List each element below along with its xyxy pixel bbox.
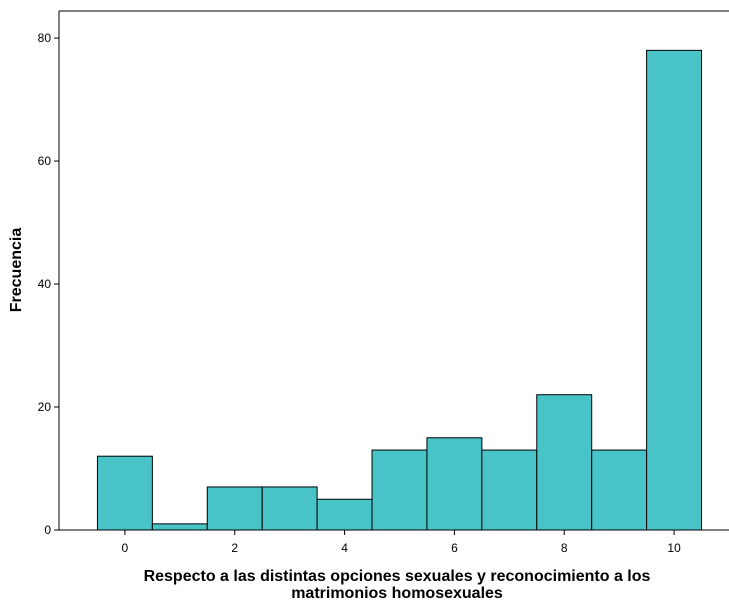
x-ticks-group: 0 2 4 6 8 10 (122, 530, 681, 555)
bar-1 (151, 523, 208, 531)
x-tick-label: 0 (122, 541, 129, 555)
x-tick-label: 6 (451, 541, 458, 555)
y-tick-label: 0 (44, 523, 51, 537)
bar-4 (316, 498, 373, 531)
bar-5 (371, 449, 428, 531)
bar-2 (206, 486, 263, 531)
y-tick-label: 20 (38, 400, 52, 414)
x-tick-label: 8 (561, 541, 568, 555)
bar-10 (646, 49, 703, 531)
bars-group (96, 49, 703, 531)
y-ticks-group: 0 20 40 60 80 (38, 31, 59, 537)
y-tick-label: 80 (38, 31, 52, 45)
bar-3 (261, 486, 318, 531)
y-axis-title: Frecuencia (8, 228, 25, 313)
x-axis-title-line2: matrimonios homosexuales (291, 585, 503, 601)
x-tick-label: 4 (341, 541, 348, 555)
x-axis-title-line1: Respecto a las distintas opciones sexual… (144, 568, 651, 585)
bar-9 (591, 449, 648, 531)
x-tick-label: 10 (667, 541, 681, 555)
bar-6 (426, 437, 483, 531)
bar-8 (536, 394, 593, 531)
bar-7 (481, 449, 538, 531)
bar-0 (96, 455, 153, 531)
y-tick-label: 40 (38, 277, 52, 291)
y-tick-label: 60 (38, 154, 52, 168)
x-tick-label: 2 (231, 541, 238, 555)
